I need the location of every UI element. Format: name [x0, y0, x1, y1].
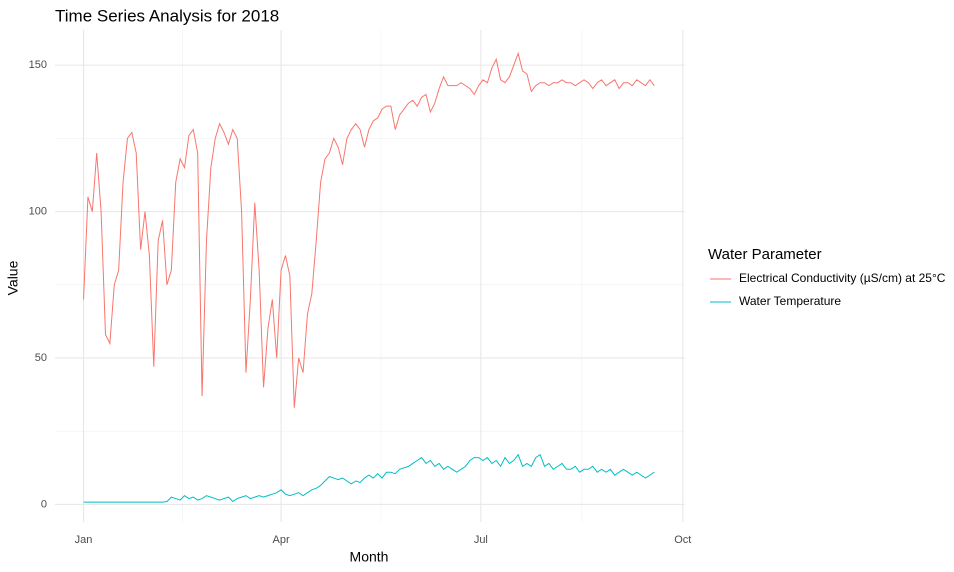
x-tick-label: Jan — [75, 534, 93, 546]
y-tick-label: 100 — [29, 205, 47, 217]
legend-title: Water Parameter — [708, 246, 822, 263]
y-tick-label: 50 — [35, 352, 47, 364]
chart-title: Time Series Analysis for 2018 — [55, 6, 279, 25]
x-tick-label: Oct — [674, 534, 691, 546]
x-axis-title: Month — [350, 549, 389, 565]
grid — [55, 30, 685, 522]
series-line — [83, 51, 655, 408]
y-axis-title: Value — [5, 260, 21, 295]
legend-label: Electrical Conductivity (µS/cm) at 25°C — [739, 271, 946, 285]
y-tick-label: 0 — [41, 498, 47, 510]
y-tick-label: 150 — [29, 59, 47, 71]
x-tick-label: Apr — [273, 534, 290, 546]
x-tick-label: Jul — [474, 534, 488, 546]
legend-label: Water Temperature — [739, 294, 841, 308]
series-line — [83, 453, 655, 503]
